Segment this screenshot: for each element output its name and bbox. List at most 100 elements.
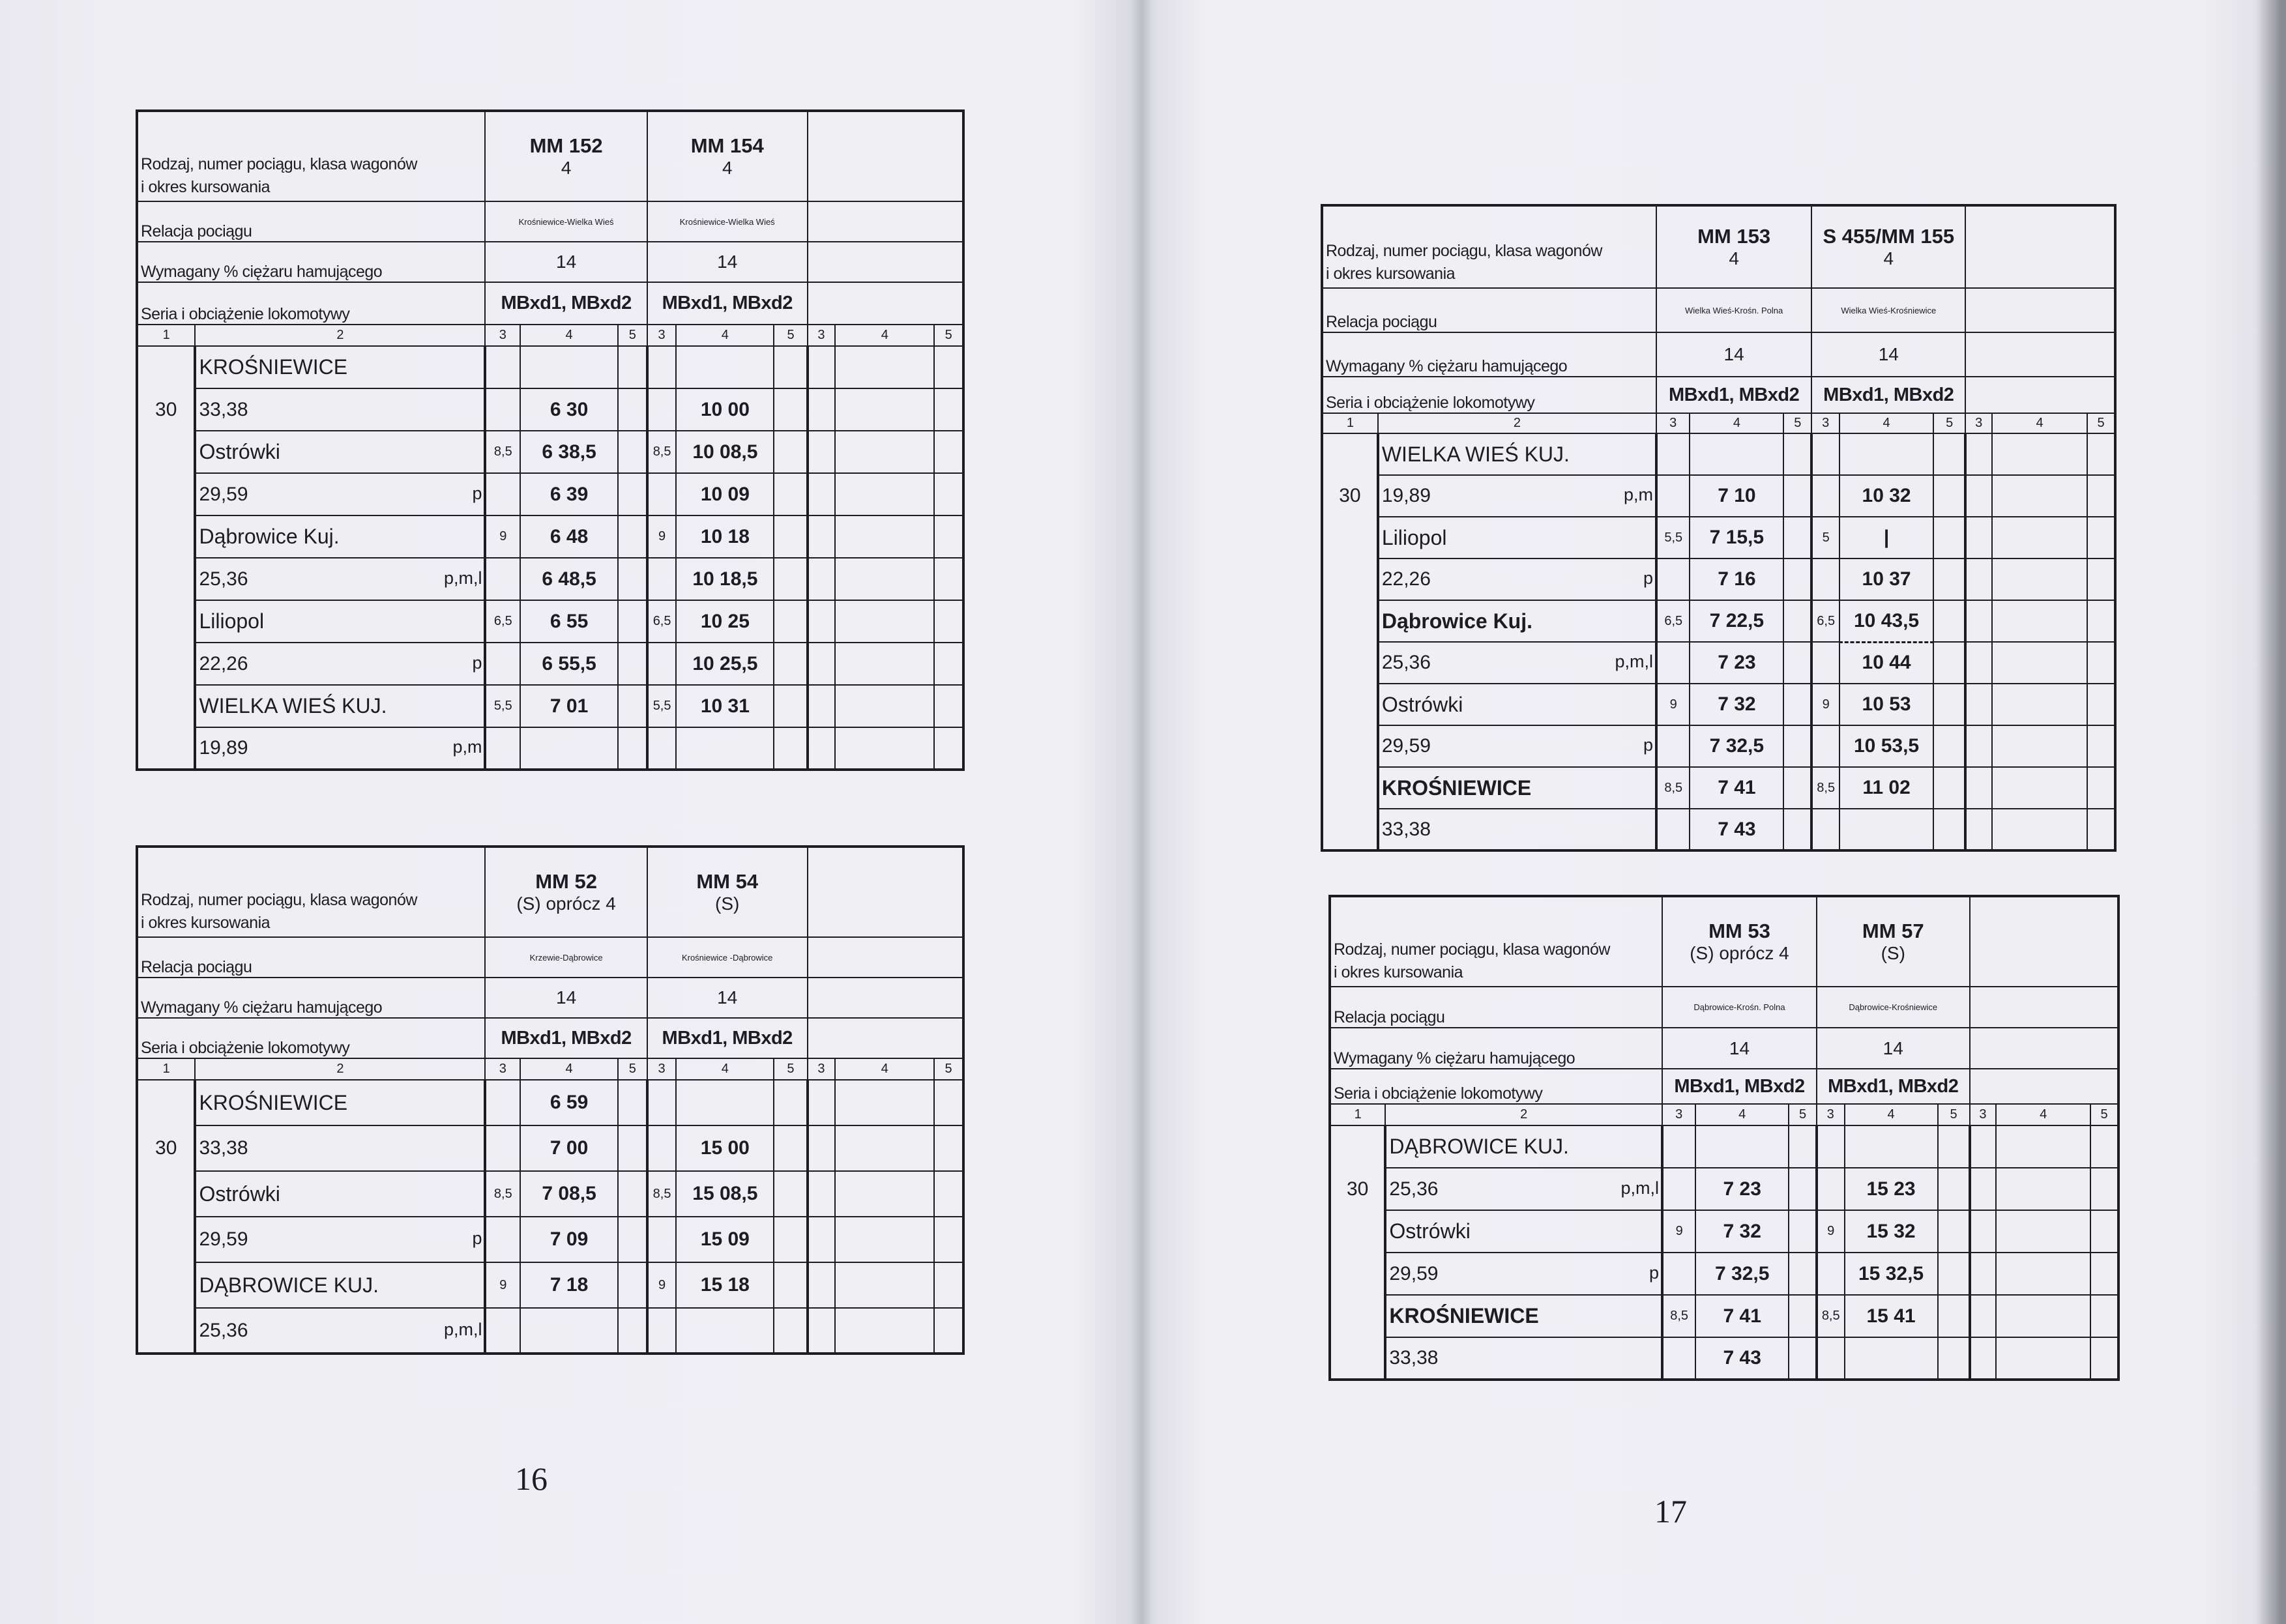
remarks-cell	[617, 600, 648, 643]
departure-time	[834, 557, 935, 601]
running-time	[484, 345, 521, 389]
line-number	[136, 1308, 196, 1354]
label-relation: Relacja pociągu	[1321, 287, 1657, 333]
departure-time	[1991, 600, 2088, 643]
timetable-4: Rodzaj, numer pociągu, klasa wagonów i ok…	[1328, 895, 2120, 1381]
train-period: (S)	[1881, 943, 1905, 963]
label-brake_pct: Wymagany % ciężaru hamującego	[136, 241, 486, 283]
running-time	[484, 1079, 521, 1126]
train-loco: MBxd1, MBxd2	[1811, 376, 1967, 414]
train-relation: Wielka Wieś-Krośn. Polna	[1655, 287, 1813, 333]
train-relation: Dąbrowice-Krośniewice	[1815, 986, 1971, 1028]
departure-time	[834, 727, 935, 770]
running-time	[806, 1216, 836, 1263]
column-number: 2	[194, 1058, 486, 1080]
departure-time	[834, 1216, 935, 1263]
kilometre: 25,36	[1389, 1178, 1439, 1200]
train-number: MM 52	[535, 870, 597, 893]
departure-time: 7 23	[1689, 641, 1785, 684]
station-facility-mark: p,m,l	[443, 568, 482, 588]
departure-time: 11 02	[1839, 766, 1934, 809]
column-number: 4	[1695, 1103, 1790, 1126]
kilometre: 22,26	[1381, 568, 1431, 590]
train-loco: MBxd1, MBxd2	[646, 1017, 808, 1059]
running-time	[484, 472, 521, 516]
remarks-cell	[773, 430, 808, 474]
train-relation: Dąbrowice-Krośn. Polna	[1662, 986, 1817, 1028]
departure-time	[834, 1262, 935, 1309]
kilometre: 33,38	[1381, 818, 1431, 840]
departure-time	[1995, 1294, 2092, 1338]
departure-time: 10 18	[675, 515, 775, 558]
departure-time: 7 01	[520, 684, 619, 728]
departure-time	[1995, 1167, 2092, 1211]
timetable-row: DĄBROWICE KUJ.	[1328, 1125, 2119, 1168]
departure-time: |	[1839, 516, 1934, 559]
running-time	[1810, 433, 1841, 476]
train-number: MM 152	[529, 134, 603, 157]
label-train-kind: Rodzaj, numer pociągu, klasa wagonów i ok…	[136, 110, 486, 202]
kilometre-cell: p,m,l 25,36	[1376, 641, 1657, 684]
remarks-cell	[1783, 766, 1813, 809]
running-time	[1810, 808, 1841, 851]
station-name: DĄBROWICE KUJ.	[194, 1262, 486, 1308]
departure-time	[834, 1079, 935, 1126]
remarks-cell	[933, 1262, 964, 1309]
timetable-row: p,m,l 25,36	[136, 1307, 964, 1354]
timetable-row: p 29,59 7 32,5 10 53,5	[1321, 725, 2116, 768]
remarks-cell	[1783, 474, 1813, 517]
running-time	[484, 1216, 521, 1263]
train-brake_pct: 14	[484, 241, 648, 283]
departure-time: 15 23	[1843, 1167, 1939, 1211]
label-period: i okres kursowania	[141, 178, 271, 196]
departure-time	[1991, 683, 2088, 726]
kilometre-cell: 33,38	[1376, 808, 1657, 851]
remarks-cell	[773, 1079, 808, 1126]
running-time: 8,5	[1661, 1294, 1697, 1338]
remarks-cell	[1932, 766, 1967, 809]
running-time	[806, 1262, 836, 1309]
remarks-cell	[933, 472, 964, 516]
departure-time: 15 32,5	[1843, 1252, 1939, 1296]
line-number	[136, 1217, 196, 1262]
train-relation	[806, 936, 964, 978]
kilometre-cell: p,m 19,89	[1376, 474, 1657, 517]
train-loco: MBxd1, MBxd2	[484, 282, 648, 325]
departure-time	[1991, 725, 2088, 768]
page-number-left: 16	[515, 1460, 548, 1497]
remarks-cell	[617, 515, 648, 558]
station-name: Ostrówki	[194, 1170, 486, 1217]
label-period: i okres kursowania	[141, 914, 271, 932]
remarks-cell	[933, 727, 964, 770]
timetable-row: p,m 19,89	[136, 727, 964, 770]
remarks-cell	[933, 345, 964, 389]
departure-time	[1995, 1337, 2092, 1380]
train-brake_pct: 14	[1811, 332, 1967, 377]
departure-time	[1991, 433, 2088, 476]
running-time	[806, 472, 836, 516]
departure-time: 7 32,5	[1689, 725, 1785, 768]
departure-time	[834, 515, 935, 558]
running-time	[1968, 1167, 1997, 1211]
timetable-row: KROŚNIEWICE 8,5 7 41 8,5 11 02	[1321, 766, 2116, 809]
kilometre-cell: p 29,59	[194, 472, 486, 516]
timetable-row: Liliopol 6,5 6 55 6,5 10 25	[136, 600, 964, 643]
departure-time: 7 43	[1689, 808, 1785, 851]
label-kind: Rodzaj, numer pociągu, klasa wagonów	[141, 891, 417, 909]
running-time: 9	[484, 515, 521, 558]
line-number	[136, 600, 196, 643]
remarks-cell	[1932, 516, 1967, 559]
train-period: (S) oprócz 4	[516, 893, 616, 914]
running-time	[806, 1307, 836, 1354]
running-time	[806, 600, 836, 643]
running-time	[806, 1170, 836, 1217]
label-loco: Seria i obciążenie lokomotywy	[136, 282, 486, 325]
line-number: 30	[136, 1125, 196, 1171]
timetable-row: WIELKA WIEŚ KUJ. 5,5 7 01 5,5 10 31	[136, 684, 964, 728]
departure-time: 10 32	[1839, 474, 1934, 517]
line-number	[1328, 1295, 1386, 1337]
train-loco	[1969, 1068, 2119, 1105]
station-facility-mark: p	[472, 483, 482, 503]
timetable-row: KROŚNIEWICE 8,5 7 41 8,5 15 41	[1328, 1294, 2119, 1338]
